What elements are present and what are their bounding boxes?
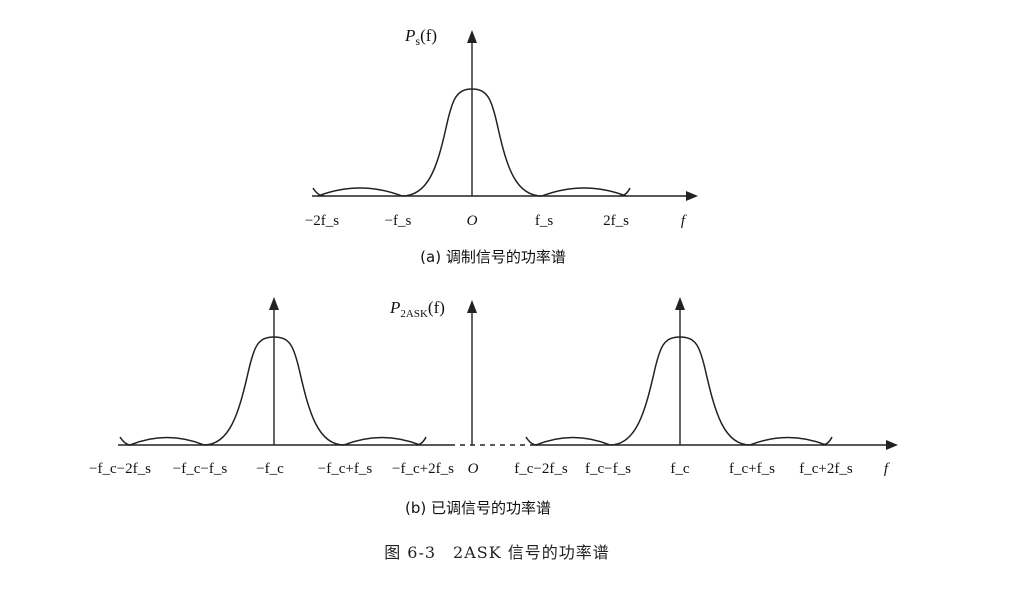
panel-b-left-main-lobe [203,336,345,446]
panel-b-tick-5: −f_c+2f_s [392,461,454,477]
panel-b-tick-8: f_c−f_s [585,461,631,477]
panel-b-left-centre-arrow [269,297,279,310]
panel-b-tick-11: f_c+2f_s [799,461,853,477]
panel-a: Ps(f) −2f_s −f_s O f_s 2f_s f (a) 调制信号的功… [305,26,698,266]
panel-b-y-arrow [467,300,477,313]
panel-b-right-sidelobe-2 [749,436,827,446]
panel-b-right-sidelobe-1 [535,436,611,446]
panel-b-tick-10: f_c+f_s [729,461,775,477]
panel-a-left-sidelobe [317,187,403,197]
panel-a-y-arrow [467,30,477,43]
panel-b-left-sidelobe-1 [129,436,205,446]
panel-b-tick-2: −f_c−f_s [173,461,228,477]
figure-caption: 图 6-3 2ASK 信号的功率谱 [384,543,610,562]
panel-a-x-arrow [686,191,698,201]
panel-a-main-lobe [401,88,543,197]
panel-b: P2ASK(f) −f_c−2f_s −f_c−f_s −f_c −f_c+f_… [89,297,898,517]
panel-b-caption: (b) 已调信号的功率谱 [405,499,551,517]
panel-b-tick-9: f_c [670,461,689,477]
panel-b-right-end-mark-2 [821,436,833,446]
panel-b-left-end-mark-2 [415,436,427,446]
panel-a-tick-origin: O [467,213,478,229]
panel-a-tick-neg-2fs: −2f_s [305,213,339,229]
panel-a-tick-fs: f_s [535,213,553,229]
panel-b-tick-4: −f_c+f_s [318,461,373,477]
panel-b-tick-3: −f_c [256,461,284,477]
panel-b-right-main-lobe [609,336,751,446]
panel-a-y-label: Ps(f) [404,26,437,48]
panel-a-right-end-mark [619,187,631,197]
panel-b-right-centre-arrow [675,297,685,310]
panel-b-left-sidelobe-2 [343,436,421,446]
panel-b-right-end-mark-1 [525,436,538,446]
panel-a-tick-neg-fs: −f_s [385,213,412,229]
panel-b-x-arrow [886,440,898,450]
panel-a-left-end-mark [312,187,325,197]
panel-a-tick-2fs: 2f_s [603,213,629,229]
panel-b-tick-7: f_c−2f_s [514,461,568,477]
panel-b-tick-origin: O [468,461,479,477]
panel-b-axis-f: f [884,461,890,477]
panel-b-tick-1: −f_c−2f_s [89,461,151,477]
panel-b-y-label: P2ASK(f) [389,298,445,320]
panel-a-caption: (a) 调制信号的功率谱 [420,248,566,266]
panel-a-axis-f: f [681,213,687,229]
panel-a-right-sidelobe [541,187,627,197]
panel-b-left-end-mark-1 [119,436,132,446]
